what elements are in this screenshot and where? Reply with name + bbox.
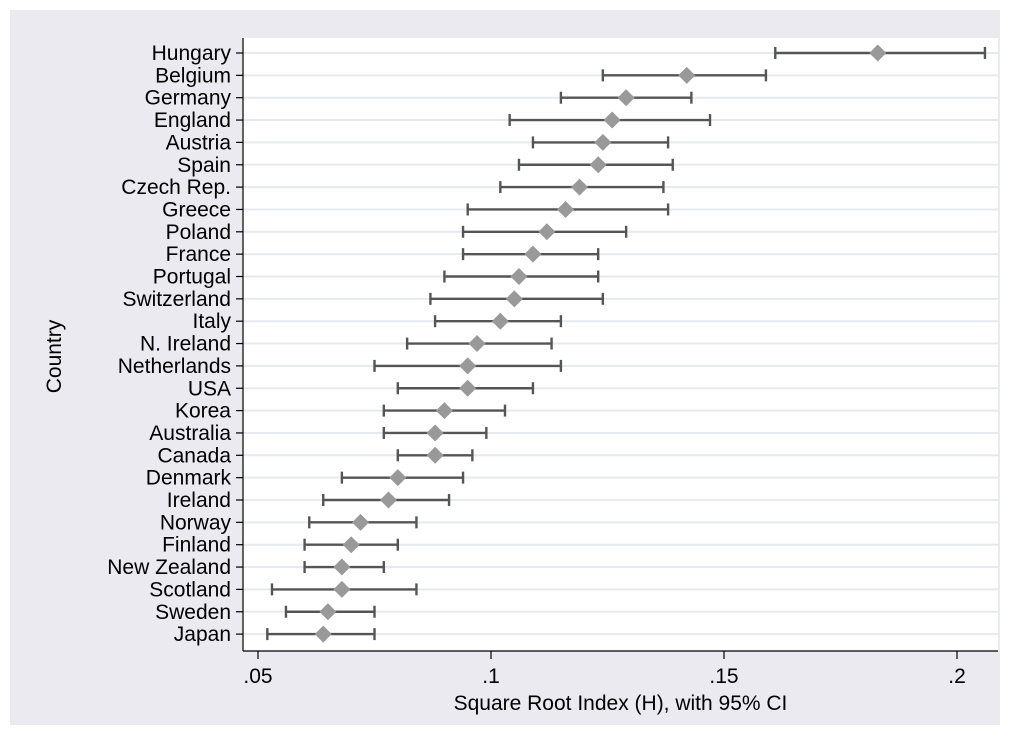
y-tick-label: USA (188, 377, 231, 400)
x-tick-label: .2 (948, 665, 966, 688)
y-tick-label: Belgium (155, 64, 231, 87)
y-tick-label: Poland (166, 221, 231, 244)
y-tick-label: N. Ireland (140, 333, 231, 356)
y-tick-label: Denmark (146, 467, 232, 490)
point-marker (571, 178, 589, 196)
point-marker (352, 513, 370, 531)
y-tick-labels: HungaryBelgiumGermanyEnglandAustriaSpain… (107, 42, 231, 646)
point-marker (524, 245, 542, 263)
point-marker (538, 223, 556, 241)
point-marker (589, 156, 607, 174)
y-tick-label: Portugal (153, 266, 231, 289)
y-tick-label: Scotland (149, 578, 231, 601)
axes (236, 38, 998, 659)
point-marker (319, 603, 337, 621)
point-marker (389, 469, 407, 487)
y-tick-label: Canada (157, 444, 231, 467)
y-tick-label: Germany (145, 87, 232, 110)
y-tick-label: Japan (174, 623, 231, 646)
point-marker (869, 44, 887, 62)
point-marker (435, 402, 453, 420)
y-tick-label: Hungary (152, 42, 232, 65)
x-tick-label: .05 (243, 665, 272, 688)
point-marker (594, 133, 612, 151)
point-marker (426, 424, 444, 442)
y-tick-label: Finland (162, 534, 231, 557)
y-tick-label: Ireland (167, 489, 231, 512)
point-marker (468, 335, 486, 353)
point-marker (603, 111, 621, 129)
y-tick-label: Korea (175, 400, 231, 423)
y-tick-label: Austria (166, 131, 232, 154)
point-markers (314, 44, 887, 643)
y-axis-title: Country (43, 319, 66, 393)
y-tick-label: Australia (149, 422, 231, 445)
y-tick-label: Sweden (155, 601, 231, 624)
x-axis-title: Square Root Index (H), with 95% CI (454, 692, 788, 715)
y-tick-label: Switzerland (122, 288, 231, 311)
point-marker (491, 312, 509, 330)
y-tick-label: Italy (192, 310, 231, 333)
point-marker (333, 580, 351, 598)
y-tick-label: Czech Rep. (121, 176, 231, 199)
x-tick-labels: .05 .1 .15 .2 (243, 665, 965, 688)
point-marker (678, 66, 696, 84)
y-tick-label: New Zealand (107, 556, 231, 579)
y-tick-label: England (154, 109, 231, 132)
point-marker (557, 200, 575, 218)
point-marker (314, 625, 332, 643)
y-tick-label: Spain (177, 154, 231, 177)
x-tick-label: .1 (482, 665, 500, 688)
point-marker (459, 379, 477, 397)
point-marker (505, 290, 523, 308)
x-tick-label: .15 (709, 665, 738, 688)
y-tick-label: Netherlands (118, 355, 231, 378)
point-marker (510, 268, 528, 285)
point-marker (342, 536, 360, 554)
y-tick-label: Norway (160, 511, 232, 534)
point-marker (617, 89, 635, 107)
point-marker (426, 446, 444, 464)
point-marker (379, 491, 397, 509)
point-marker (333, 558, 351, 576)
point-marker (459, 357, 477, 375)
y-tick-label: France (166, 243, 231, 266)
y-tick-label: Greece (162, 198, 231, 221)
